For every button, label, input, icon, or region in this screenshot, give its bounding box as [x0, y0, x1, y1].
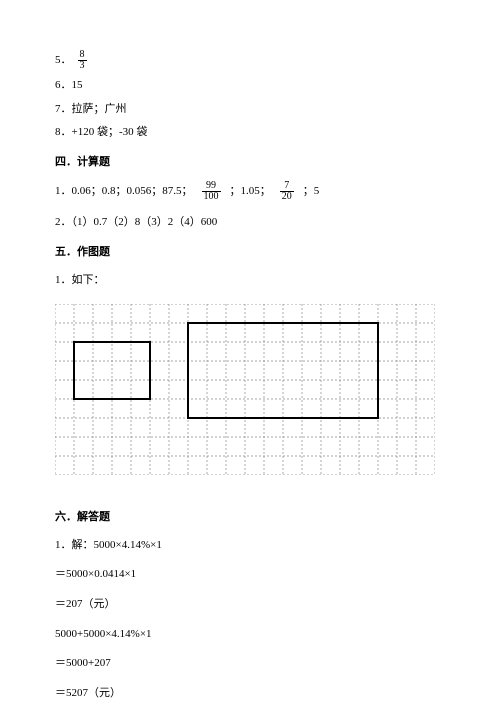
section-5-title: 五．作图题 — [55, 244, 445, 262]
solve-line-3: 5000+5000×4.14%×1 — [55, 626, 445, 644]
q1-frac1: 99 100 — [202, 181, 224, 202]
answer-7: 7．拉萨；广州 — [55, 101, 445, 119]
section-6-title: 六．解答题 — [55, 509, 445, 527]
section-4-title: 四．计算题 — [55, 154, 445, 172]
q1-mid: ；1.05； — [230, 183, 271, 201]
frac-den: 20 — [280, 192, 294, 202]
solve-line-1: ＝5000×0.0414×1 — [55, 566, 445, 584]
solve-line-0: 1．解：5000×4.14%×1 — [55, 537, 445, 555]
q1-frac2: 7 20 — [280, 181, 297, 202]
solve-line-4: ＝5000+207 — [55, 655, 445, 673]
frac-den: 3 — [78, 61, 87, 71]
q1-prefix: 1．0.06；0.8；0.056；87.5； — [55, 183, 193, 201]
section-4-q1: 1．0.06；0.8；0.056；87.5； 99 100 ；1.05； 7 2… — [55, 181, 445, 202]
grid-svg — [55, 304, 435, 475]
frac-den: 100 — [202, 192, 221, 202]
drawing-grid — [55, 304, 445, 484]
answer-5-prefix: 5． — [55, 52, 72, 70]
answer-5: 5． 8 3 — [55, 50, 445, 71]
section-5-q1: 1．如下： — [55, 272, 445, 290]
q1-end: ；5 — [303, 183, 320, 201]
answer-6: 6．15 — [55, 77, 445, 95]
solve-line-5: ＝5207（元） — [55, 685, 445, 703]
answer-5-fraction: 8 3 — [78, 50, 87, 71]
answer-8: 8．+120 袋；-30 袋 — [55, 124, 445, 142]
section-4-q2: 2．（1）0.7（2）8（3）2（4）600 — [55, 214, 445, 232]
solve-line-2: ＝207（元） — [55, 596, 445, 614]
